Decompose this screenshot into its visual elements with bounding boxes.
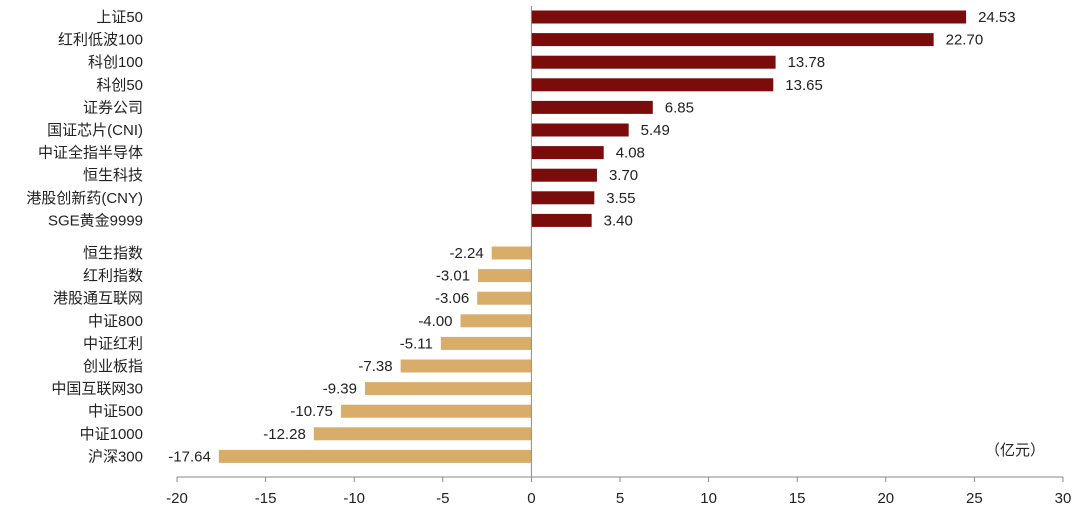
value-label-13: -4.00	[418, 313, 452, 330]
bar-12	[477, 291, 532, 305]
category-label-15: 创业板指	[83, 357, 143, 375]
value-label-8: 3.55	[606, 190, 635, 207]
bar-2	[531, 55, 776, 69]
x-tick-label-5: 5	[616, 490, 624, 507]
category-label-19: 沪深300	[88, 448, 143, 465]
x-tick-label-0: -20	[166, 490, 188, 507]
category-label-10: 恒生指数	[83, 245, 143, 262]
value-label-3: 13.65	[785, 77, 823, 94]
value-label-0: 24.53	[978, 9, 1016, 26]
category-label-17: 中证500	[88, 403, 143, 420]
category-label-14: 中证红利	[83, 335, 143, 352]
value-label-17: -10.75	[290, 403, 333, 420]
value-label-12: -3.06	[435, 290, 469, 307]
value-label-14: -5.11	[400, 335, 433, 352]
x-tick-label-9: 25	[966, 490, 983, 507]
bar-1	[531, 33, 934, 47]
labels-layer: 上证50 24.53 红利低波100 22.70 科创100 13.78 科创50 13.65…	[26, 9, 1015, 465]
category-label-5: 国证芯片(CNI)	[47, 122, 143, 139]
x-tick-label-2: -10	[343, 490, 365, 507]
bar-4	[531, 100, 653, 114]
bar-8	[531, 191, 595, 205]
value-label-19: -17.64	[168, 448, 211, 465]
category-label-4: 证券公司	[83, 99, 143, 116]
value-label-11: -3.01	[436, 268, 470, 285]
value-label-6: 4.08	[616, 145, 645, 162]
bar-3	[531, 78, 774, 92]
x-tick-label-7: 15	[789, 490, 806, 507]
bars-layer	[218, 10, 967, 463]
value-label-1: 22.70	[946, 32, 984, 49]
value-label-16: -9.39	[323, 381, 357, 398]
x-tick-label-1: -15	[255, 490, 277, 507]
category-label-13: 中证800	[88, 313, 143, 330]
value-label-9: 3.40	[604, 212, 633, 229]
category-label-9: SGE黄金9999	[48, 212, 143, 229]
value-label-5: 5.49	[641, 122, 670, 139]
unit-label: （亿元）	[985, 442, 1045, 459]
category-label-18: 中证1000	[80, 426, 143, 443]
bar-5	[531, 123, 629, 137]
bar-6	[531, 146, 604, 160]
category-label-16: 中国互联网30	[51, 381, 143, 398]
bar-9	[531, 213, 592, 227]
bar-17	[340, 404, 532, 418]
x-tick-label-8: 20	[877, 490, 894, 507]
bar-0	[531, 10, 967, 24]
category-label-2: 科创100	[88, 54, 143, 71]
value-label-18: -12.28	[263, 426, 306, 443]
value-label-15: -7.38	[358, 358, 392, 375]
category-label-11: 红利指数	[83, 268, 143, 285]
category-label-7: 恒生科技	[83, 167, 143, 184]
value-label-7: 3.70	[609, 167, 638, 184]
bar-16	[365, 382, 532, 396]
bar-13	[460, 314, 532, 328]
bar-18	[313, 427, 532, 441]
x-tick-label-10: 30	[1055, 490, 1072, 507]
x-tick-label-4: 0	[527, 490, 535, 507]
category-label-1: 红利低波100	[58, 32, 143, 49]
bar-10	[491, 246, 532, 260]
category-label-6: 中证全指半导体	[38, 144, 143, 162]
value-label-10: -2.24	[450, 245, 484, 262]
value-label-2: 13.78	[788, 54, 826, 71]
category-label-8: 港股创新药(CNY)	[26, 190, 143, 207]
bar-15	[400, 359, 532, 373]
value-label-4: 6.85	[665, 99, 694, 116]
bar-19	[218, 449, 532, 463]
x-tick-label-6: 10	[700, 490, 717, 507]
axis-layer: -20 -15 -10 -5 0 5 10 15 20 25 30	[166, 6, 1071, 507]
bar-11	[478, 269, 532, 283]
bar-7	[531, 168, 597, 182]
bar-14	[440, 336, 532, 350]
x-tick-label-3: -5	[436, 490, 449, 507]
category-label-12: 港股通互联网	[53, 290, 143, 307]
category-label-3: 科创50	[96, 77, 143, 94]
category-label-0: 上证50	[96, 9, 143, 26]
